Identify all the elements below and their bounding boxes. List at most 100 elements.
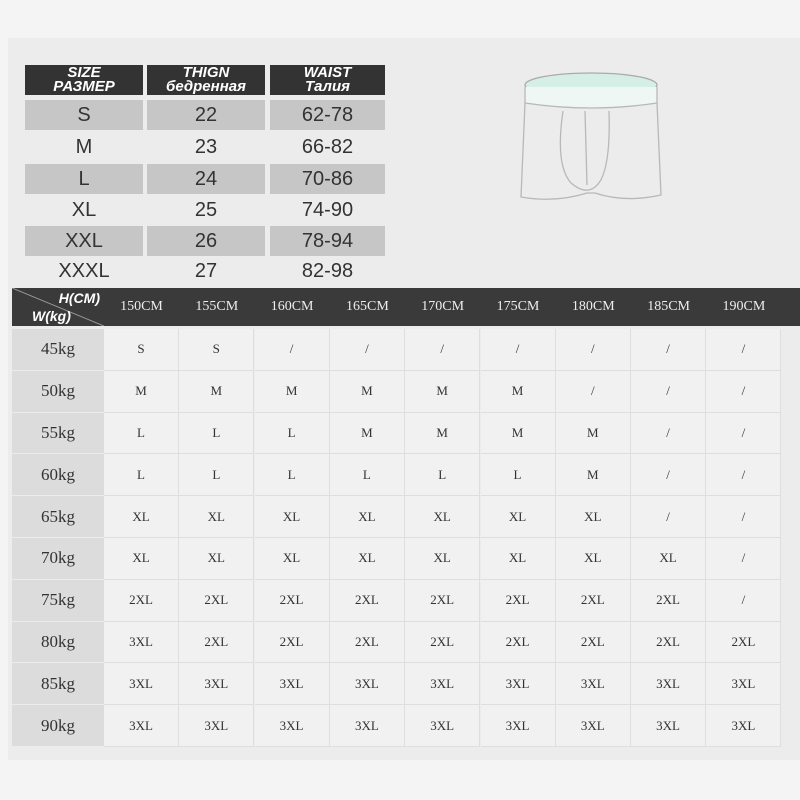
header-size-en: SIZE <box>67 64 101 81</box>
size-table-waist-cell: 82-98 <box>301 259 354 282</box>
size-recommendation-cell: XL <box>555 538 631 580</box>
size-table-thigh-cell: 24 <box>147 164 265 194</box>
size-recommendation-cell: / <box>555 370 631 413</box>
size-recommendation-cell: L <box>179 454 255 497</box>
size-recommendation-cell: M <box>480 412 556 455</box>
weight-row-header: 85kg <box>12 663 104 705</box>
size-recommendation-cell: 3XL <box>104 705 179 747</box>
size-recommendation-cell: L <box>104 412 179 455</box>
size-recommendation-cell: / <box>706 496 782 538</box>
weight-row-header: 45kg <box>12 329 104 370</box>
size-recommendation-cell: / <box>706 579 782 622</box>
weight-row-header: 80kg <box>12 621 104 663</box>
size-recommendation-cell: 3XL <box>405 705 481 747</box>
grid-header: H(CM) W(kg) 150CM 155CM 160CM 165CM 170CM 175… <box>12 288 800 326</box>
height-column-header: 170CM <box>421 299 465 314</box>
size-recommendation-cell: / <box>631 454 707 497</box>
height-column-header: 160CM <box>270 299 314 314</box>
header-waist-en: WAIST <box>303 64 352 81</box>
header-size-ru: РАЗМЕР <box>53 78 115 95</box>
weight-row-header: 90kg <box>12 705 104 746</box>
size-recommendation-cell: L <box>179 412 255 455</box>
size-recommendation-cell: 2XL <box>104 579 179 622</box>
size-recommendation-cell: / <box>254 329 330 371</box>
size-recommendation-cell: 3XL <box>104 663 179 706</box>
size-recommendation-cell: XL <box>179 496 255 538</box>
size-recommendation-cell: 2XL <box>480 579 556 622</box>
size-recommendation-cell: L <box>480 454 556 497</box>
size-table-size-cell: XXXL <box>58 259 110 282</box>
size-recommendation-cell: 2XL <box>254 579 330 622</box>
size-recommendation-cell: L <box>104 454 179 497</box>
size-recommendation-cell: XL <box>179 538 255 580</box>
size-recommendation-cell: / <box>706 412 782 455</box>
height-column-header: 150CM <box>120 299 163 314</box>
size-recommendation-cell: XL <box>480 538 556 580</box>
size-recommendation-cell: 3XL <box>631 705 707 747</box>
size-recommendation-cell: / <box>631 496 707 538</box>
size-recommendation-cell: 2XL <box>480 621 556 664</box>
size-recommendation-cell: 2XL <box>329 579 405 622</box>
size-recommendation-cell: M <box>555 412 631 455</box>
weight-row-header: 65kg <box>12 496 104 537</box>
size-recommendation-cell: XL <box>329 538 405 580</box>
size-recommendation-cell: 3XL <box>329 705 405 747</box>
size-table-row: S 22 62-78 <box>25 100 385 130</box>
size-recommendation-cell: 2XL <box>179 579 255 622</box>
boxer-briefs-icon <box>515 65 665 215</box>
size-recommendation-cell: XL <box>555 496 631 538</box>
size-recommendation-cell: M <box>405 370 481 413</box>
size-recommendation-cell: 3XL <box>179 663 255 706</box>
size-recommendation-cell: XL <box>631 538 707 580</box>
size-recommendation-cell: XL <box>104 496 179 538</box>
size-table-thigh-cell: 23 <box>194 135 218 158</box>
size-table-thigh-cell: 27 <box>194 259 218 282</box>
size-recommendation-cell: / <box>706 370 782 413</box>
grid-corner: H(CM) W(kg) <box>12 288 104 326</box>
size-recommendation-cell: 3XL <box>405 663 481 706</box>
size-recommendation-cell: M <box>329 412 405 455</box>
header-thigh-en: THIGN <box>182 64 230 81</box>
size-recommendation-cell: M <box>254 370 330 413</box>
size-table-waist-cell: 70-86 <box>270 164 385 194</box>
height-column-header: 190CM <box>722 299 766 314</box>
size-table-row: M 23 66-82 <box>25 132 385 162</box>
header-size: SIZE РАЗМЕР <box>25 65 143 95</box>
size-recommendation-cell: M <box>405 412 481 455</box>
size-recommendation-cell: / <box>631 412 707 455</box>
size-recommendation-cell: 2XL <box>555 579 631 622</box>
size-recommendation-cell: M <box>329 370 405 413</box>
size-recommendation-cell: 3XL <box>555 663 631 706</box>
height-column-header: 155CM <box>195 299 239 314</box>
size-recommendation-cell: 3XL <box>631 663 707 706</box>
weight-row-header: 60kg <box>12 454 104 496</box>
size-recommendation-cell: M <box>104 370 179 413</box>
size-recommendation-cell: XL <box>104 538 179 580</box>
size-recommendation-cell: 3XL <box>179 705 255 747</box>
size-recommendation-cell: 2XL <box>631 621 707 664</box>
size-table-row: L 24 70-86 <box>25 164 385 194</box>
size-table-thigh-cell: 22 <box>147 100 265 130</box>
size-table-size-cell: XL <box>71 198 97 221</box>
size-table-waist-cell: 62-78 <box>270 100 385 130</box>
size-recommendation-cell: 2XL <box>706 621 782 664</box>
size-recommendation-cell: 2XL <box>405 579 481 622</box>
size-recommendation-cell: 3XL <box>706 705 782 747</box>
size-table-size-cell: S <box>25 100 143 130</box>
size-recommendation-cell: XL <box>329 496 405 538</box>
size-recommendation-cell: 3XL <box>329 663 405 706</box>
size-recommendation-cell: M <box>555 454 631 497</box>
size-recommendation-cell: / <box>480 329 556 371</box>
height-axis-label: H(CM) <box>58 290 100 306</box>
header-waist-ru: Талия <box>304 78 350 95</box>
size-recommendation-cell: 3XL <box>480 705 556 747</box>
size-recommendation-cell: / <box>405 329 481 371</box>
weight-axis-label: W(kg) <box>32 308 71 324</box>
size-table-size-cell: L <box>25 164 143 194</box>
size-recommendation-cell: L <box>329 454 405 497</box>
size-recommendation-cell: / <box>631 329 707 371</box>
header-thigh-ru: бедренная <box>166 78 246 95</box>
diagonal-divider <box>12 288 104 326</box>
size-recommendation-cell: / <box>706 538 782 580</box>
height-column-header: 185CM <box>647 299 690 314</box>
